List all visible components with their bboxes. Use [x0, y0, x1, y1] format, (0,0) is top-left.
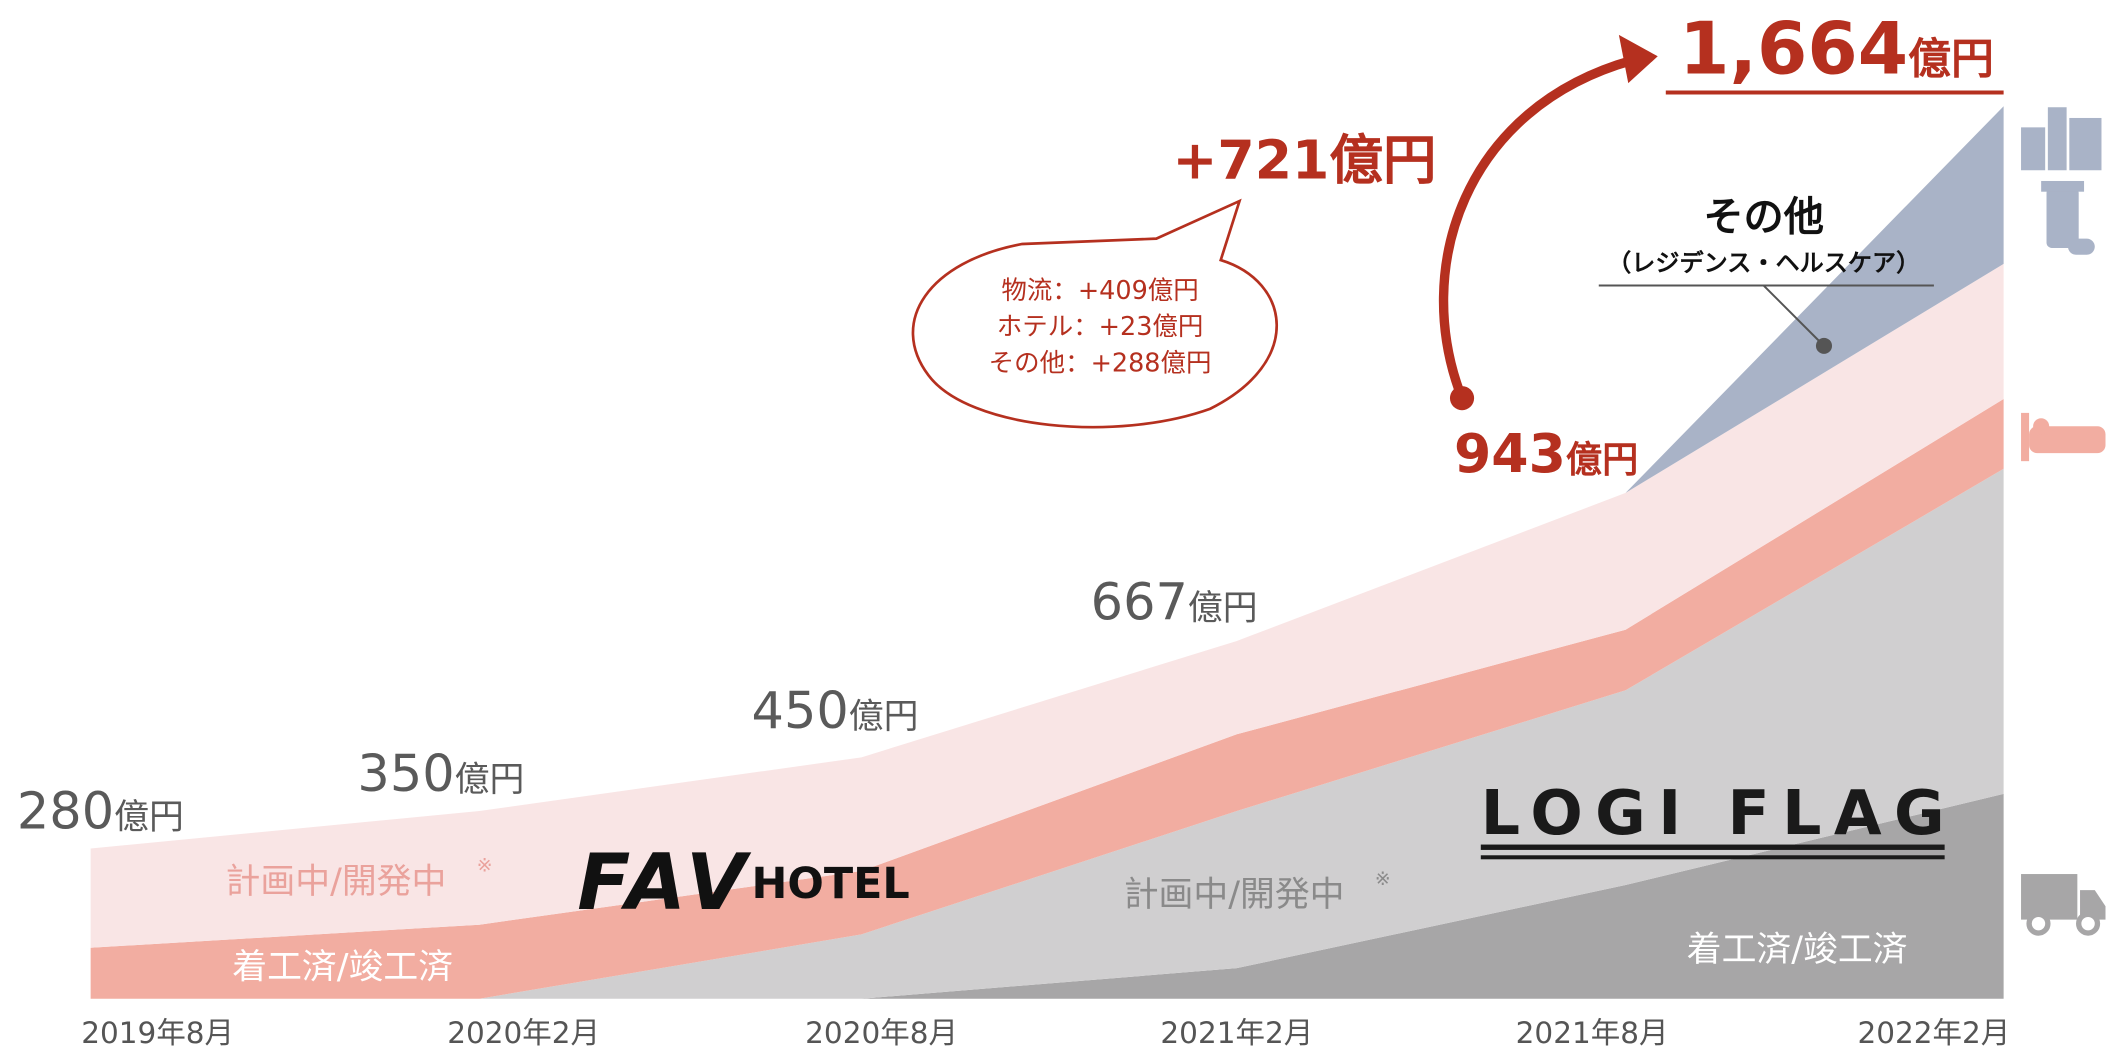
growth-arrow	[1438, 55, 1634, 400]
arrow-start	[1449, 386, 1475, 411]
logo-rule	[1480, 844, 1945, 850]
x-tick-label: 2021年8月	[1516, 1016, 1669, 1050]
note-mark: ※	[1375, 869, 1391, 890]
series-label: 計画中/開発中	[226, 862, 447, 902]
x-tick-label: 2020年2月	[447, 1016, 600, 1050]
logo: LOGI FLAG	[1481, 777, 1945, 849]
total-unit: 億円	[1188, 588, 1258, 628]
other-note: （レジデンス・ヘルスケア）	[1607, 249, 1920, 277]
logo: HOTEL	[752, 859, 910, 909]
series-label: 着工済/竣工済	[232, 948, 453, 988]
hotel-icon	[2021, 412, 2106, 462]
note-mark: ※	[477, 855, 493, 876]
total-value: 280	[17, 782, 114, 841]
leader-dot	[1815, 337, 1833, 354]
areas	[90, 106, 2004, 999]
series-label: 計画中/開発中	[1124, 875, 1345, 915]
total-value: 450	[752, 682, 849, 741]
x-tick-label: 2020年8月	[805, 1016, 958, 1050]
total-unit: 億円	[455, 760, 525, 800]
breakdown-item: ホテル：+23億円	[997, 312, 1204, 342]
total-unit: 億円	[849, 697, 919, 737]
breakdown-item: 物流：+409億円	[1001, 276, 1198, 306]
total-unit: 億円	[1566, 438, 1638, 481]
x-tick-label: 2022年2月	[1858, 1016, 2011, 1050]
area	[90, 793, 2004, 999]
logo: FAV	[577, 838, 752, 928]
area	[90, 468, 2004, 999]
total-label: 280億円	[17, 782, 184, 841]
leader	[1762, 284, 1825, 347]
speech-bubble	[911, 198, 1278, 429]
other-label: その他	[1703, 195, 1824, 241]
total-label: 350億円	[357, 745, 524, 804]
building-icon	[2021, 107, 2102, 255]
breakdown-item: その他：+288億円	[989, 348, 1212, 378]
arrow-head	[1618, 34, 1658, 84]
series-label: 着工済/竣工済	[1687, 930, 1908, 970]
total-value: 667	[1091, 573, 1188, 632]
truck-icon	[2021, 874, 2106, 936]
total-value: 350	[357, 745, 454, 804]
area	[90, 399, 2004, 999]
increase-label: +721億円	[1173, 128, 1437, 191]
x-tick-label: 2019年8月	[81, 1016, 234, 1050]
total-label: 450億円	[752, 682, 919, 741]
x-tick-label: 2021年2月	[1160, 1016, 1313, 1050]
total-unit: 億円	[114, 797, 184, 837]
area	[90, 263, 2004, 948]
total-value: 1,664	[1679, 8, 1908, 92]
total-unit: 億円	[1908, 35, 1994, 85]
total-label: 1,664億円	[1679, 8, 1994, 92]
total-label: 943億円	[1454, 422, 1638, 485]
breakdown: 物流：+409億円 ホテル：+23億円 その他：+288億円	[989, 276, 1212, 378]
logo-rule	[1480, 855, 1945, 860]
total-value: 943	[1454, 422, 1566, 485]
total-label: 667億円	[1091, 573, 1258, 632]
